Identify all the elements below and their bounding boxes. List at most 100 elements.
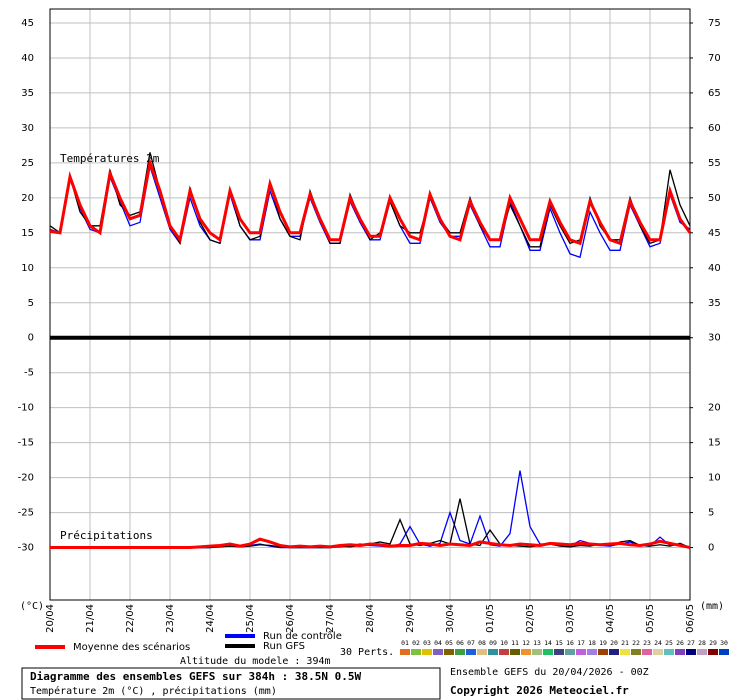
perturbation-label: 08 [478,639,486,647]
y2-tick-label: 70 [708,53,721,64]
x-tick-label: 27/04 [325,604,336,633]
y2-unit: (mm) [700,601,724,612]
perturbation-swatch [411,649,421,655]
temp-label: Températures 2m [60,152,160,165]
perturbation-swatch [686,649,696,655]
perturbation-label: 26 [676,639,684,647]
y2-tick-label: 75 [708,18,721,29]
perturbation-label: 05 [445,639,453,647]
x-tick-label: 04/05 [605,604,616,633]
perturbation-swatch [620,649,630,655]
x-tick-label: 05/05 [645,604,656,633]
y2-tick-label: 60 [708,123,721,134]
x-tick-label: 22/04 [125,604,136,633]
altitude: Altitude du modele : 394m [180,656,331,667]
legend-label: Moyenne des scénarios [73,641,190,653]
y-tick-label: -30 [18,543,34,554]
y-tick-label: 25 [21,158,34,169]
perturbation-label: 13 [533,639,541,647]
perturbation-label: 22 [632,639,640,647]
plot-frame [49,8,691,601]
perturbation-label: 21 [621,639,629,647]
run-info: Ensemble GEFS du 20/04/2026 - 00Z [450,667,649,678]
y-tick-label: -15 [18,438,34,449]
perturbation-label: 12 [522,639,530,647]
legend-label: Run GFS [263,641,305,652]
y-tick-label: 45 [21,18,34,29]
perturbation-swatch [664,649,674,655]
x-tick-label: 01/05 [485,604,496,633]
y-tick-label: 5 [28,298,34,309]
y-unit: (°C) [20,601,44,612]
title-box [21,667,441,700]
y-tick-label: -10 [18,403,34,414]
perturbation-swatch [444,649,454,655]
y-tick-label: 10 [21,263,34,274]
perturbation-label: 04 [434,639,442,647]
perturbation-swatch [521,649,531,655]
perturbation-label: 15 [555,639,563,647]
y-tick-label: 20 [21,193,34,204]
perturbation-label: 06 [456,639,464,647]
x-tick-label: 29/04 [405,604,416,633]
perturbation-swatch [642,649,652,655]
y-tick-label: 0 [28,333,34,344]
y2-tick-label: 5 [708,508,714,519]
perturbation-label: 09 [489,639,497,647]
perturbation-swatch [697,649,707,655]
y2-tick-label: 0 [708,543,714,554]
perturbation-label: 17 [577,639,585,647]
perturbation-swatch [631,649,641,655]
y-tick-label: -5 [24,368,34,379]
perturbation-swatch [609,649,619,655]
y2-tick-label: 40 [708,263,721,274]
perturbation-swatch [543,649,553,655]
y-tick-label: 35 [21,88,34,99]
perturbation-swatch [499,649,509,655]
perturbation-label: 14 [544,639,552,647]
perturbation-swatch [477,649,487,655]
precip-line [50,537,691,550]
perturbation-label: 24 [654,639,662,647]
perturbation-swatch [719,649,729,655]
perturbation-swatch [532,649,542,655]
perturbation-swatch [598,649,608,655]
y2-tick-label: 50 [708,193,721,204]
x-tick-label: 25/04 [245,604,256,633]
perturbation-label: 25 [665,639,673,647]
copyright: Copyright 2026 Meteociel.fr [450,684,629,697]
perturbation-swatch [554,649,564,655]
perturbation-swatch [653,649,663,655]
y2-tick-label: 35 [708,298,721,309]
y2-tick-label: 55 [708,158,721,169]
y2-tick-label: 15 [708,438,721,449]
y2-tick-label: 45 [708,228,721,239]
perturbation-label: 10 [500,639,508,647]
y-tick-label: 30 [21,123,34,134]
x-tick-label: 06/05 [685,604,696,633]
y-tick-label: -20 [18,473,34,484]
perturbation-label: 27 [687,639,695,647]
perturbation-label: 23 [643,639,651,647]
y-tick-label: 15 [21,228,34,239]
perturbation-label: 28 [698,639,706,647]
perturbation-swatch [510,649,520,655]
x-tick-label: 24/04 [205,604,216,633]
y-tick-label: -25 [18,508,34,519]
x-tick-label: 21/04 [85,604,96,633]
perts-label: 30 Perts. [340,647,394,658]
perturbation-label: 01 [401,639,409,647]
y2-tick-label: 10 [708,473,721,484]
temperature-line [49,157,692,246]
perturbation-swatch [576,649,586,655]
x-tick-label: 02/05 [525,604,536,633]
x-tick-label: 30/04 [445,604,456,633]
x-tick-label: 28/04 [365,604,376,633]
chart-title: Diagramme des ensembles GEFS sur 384h : … [30,670,362,683]
perturbation-swatch [455,649,465,655]
x-tick-label: 03/05 [565,604,576,633]
y2-tick-label: 20 [708,403,721,414]
x-tick-label: 20/04 [45,604,56,633]
perturbation-label: 11 [511,639,519,647]
